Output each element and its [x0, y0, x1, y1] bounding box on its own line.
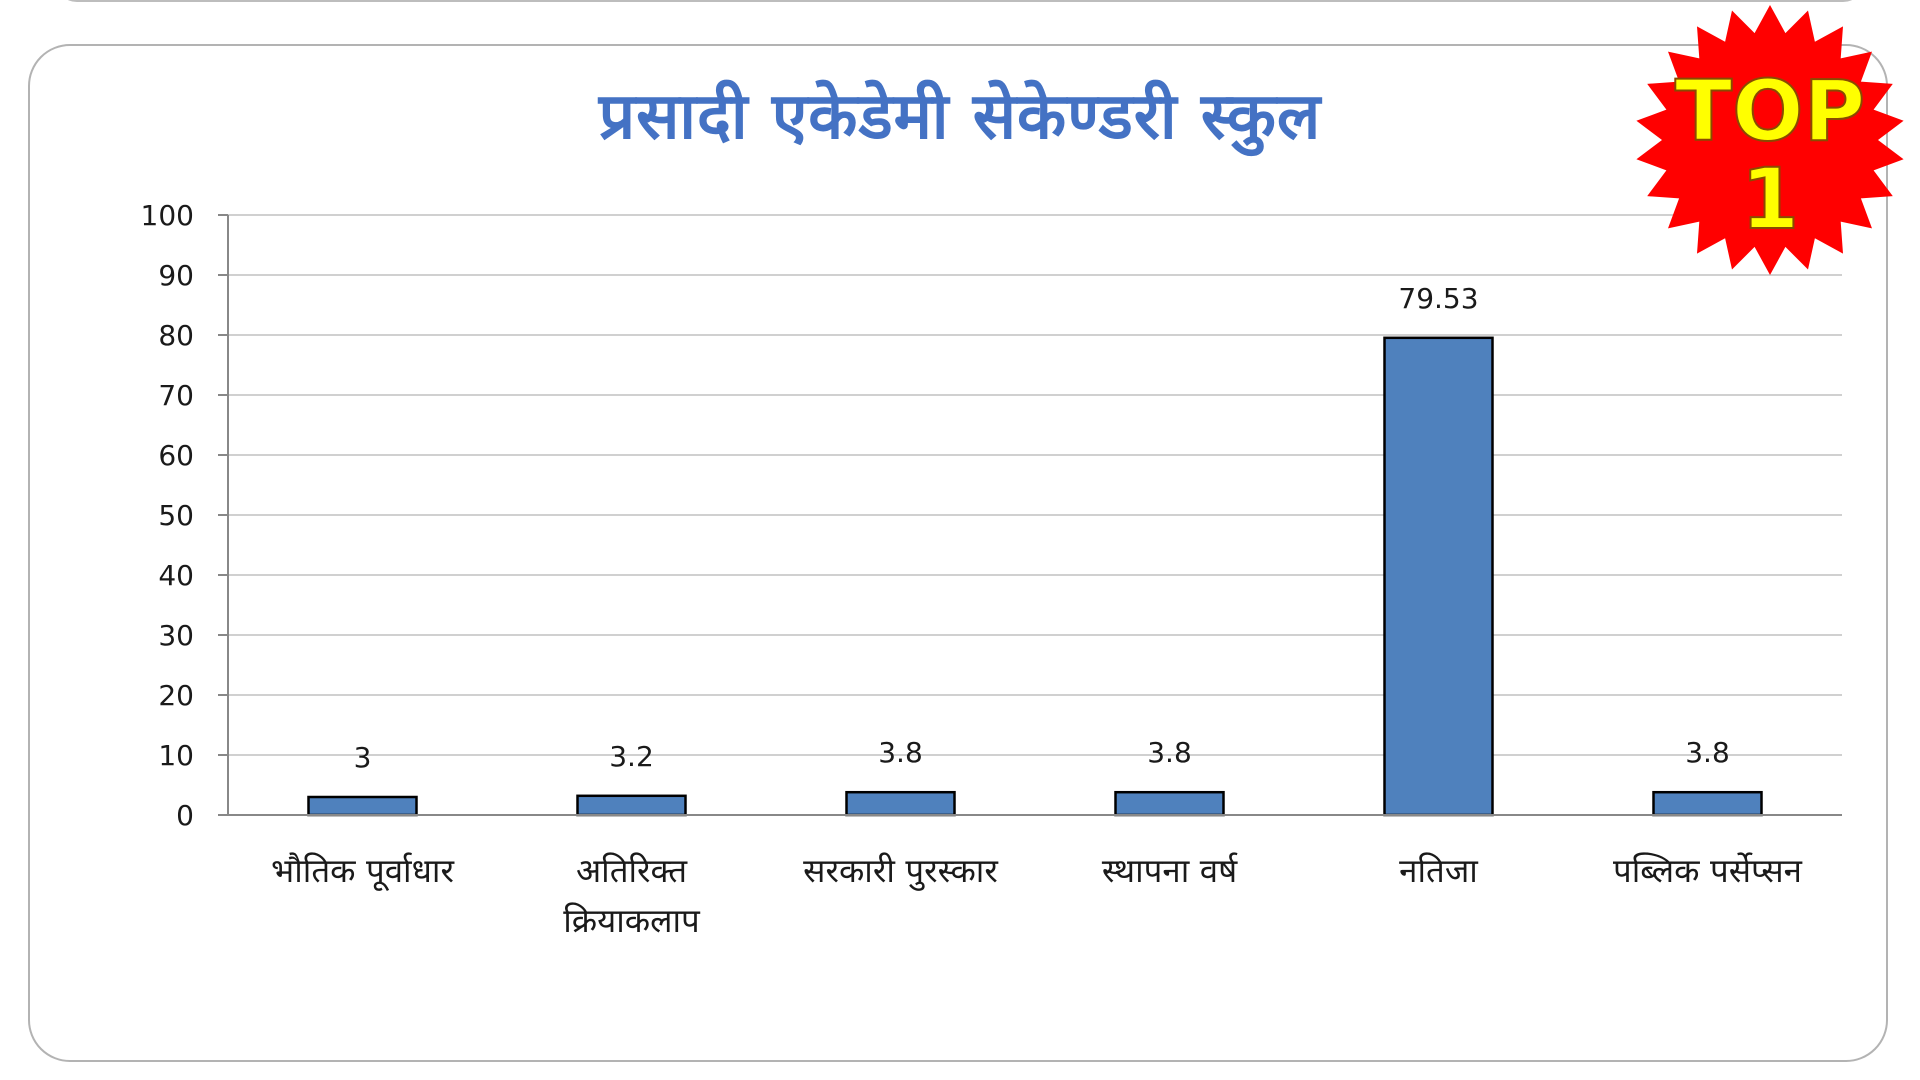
x-category-label: भौतिक पूर्वाधार [271, 851, 454, 892]
bar [1383, 336, 1494, 817]
y-tick-label: 40 [158, 559, 194, 592]
bar [576, 794, 687, 817]
bar [1652, 790, 1763, 817]
y-tick-label: 30 [158, 619, 194, 652]
y-tick-label: 90 [158, 259, 194, 292]
data-label: 3.8 [878, 736, 923, 769]
y-tick-label: 60 [158, 439, 194, 472]
data-label: 3.2 [609, 740, 654, 773]
y-tick-label: 0 [176, 799, 194, 832]
y-tick-label: 20 [158, 679, 194, 712]
x-category-label: सरकारी पुरस्कार [803, 851, 998, 891]
category-labels: भौतिक पूर्वाधार अतिरिक्त क्रियाकलाप सरकारी … [271, 851, 1803, 940]
bar [307, 795, 418, 817]
data-label: 3.8 [1685, 736, 1730, 769]
badge-line-1: TOP [1675, 62, 1865, 160]
data-label: 79.53 [1398, 282, 1478, 315]
x-category-label: क्रियाकलाप [563, 901, 701, 940]
data-label: 3 [354, 741, 372, 774]
x-category-label: अतिरिक्त [576, 851, 688, 890]
y-tick-label: 10 [158, 739, 194, 772]
y-tick-label: 70 [158, 379, 194, 412]
badge-line-2: 1 [1741, 150, 1799, 248]
chart-frame [28, 44, 1888, 1062]
y-tick-label: 50 [158, 499, 194, 532]
bar [845, 790, 956, 817]
top-1-starburst-badge: TOP 1 [1636, 5, 1904, 275]
y-axis-ticks: 0 10 20 30 40 50 60 70 80 90 100 [141, 199, 194, 832]
chart-title: प्रसादी एकेडेमी सेकेण्डरी स्कुल [598, 80, 1322, 154]
x-category-label: स्थापना वर्ष [1102, 851, 1238, 890]
x-category-label: पब्लिक पर्सेप्सन [1613, 851, 1803, 890]
data-label: 3.8 [1147, 736, 1192, 769]
starburst-icon [1636, 5, 1904, 275]
y-tick-label: 100 [141, 199, 194, 232]
bars [307, 336, 1763, 817]
x-category-label: नतिजा [1399, 851, 1479, 890]
y-tick-label: 80 [158, 319, 194, 352]
bar [1114, 790, 1225, 817]
gridlines [218, 214, 1842, 816]
data-labels: 3 3.2 3.8 3.8 79.53 3.8 [354, 282, 1730, 774]
